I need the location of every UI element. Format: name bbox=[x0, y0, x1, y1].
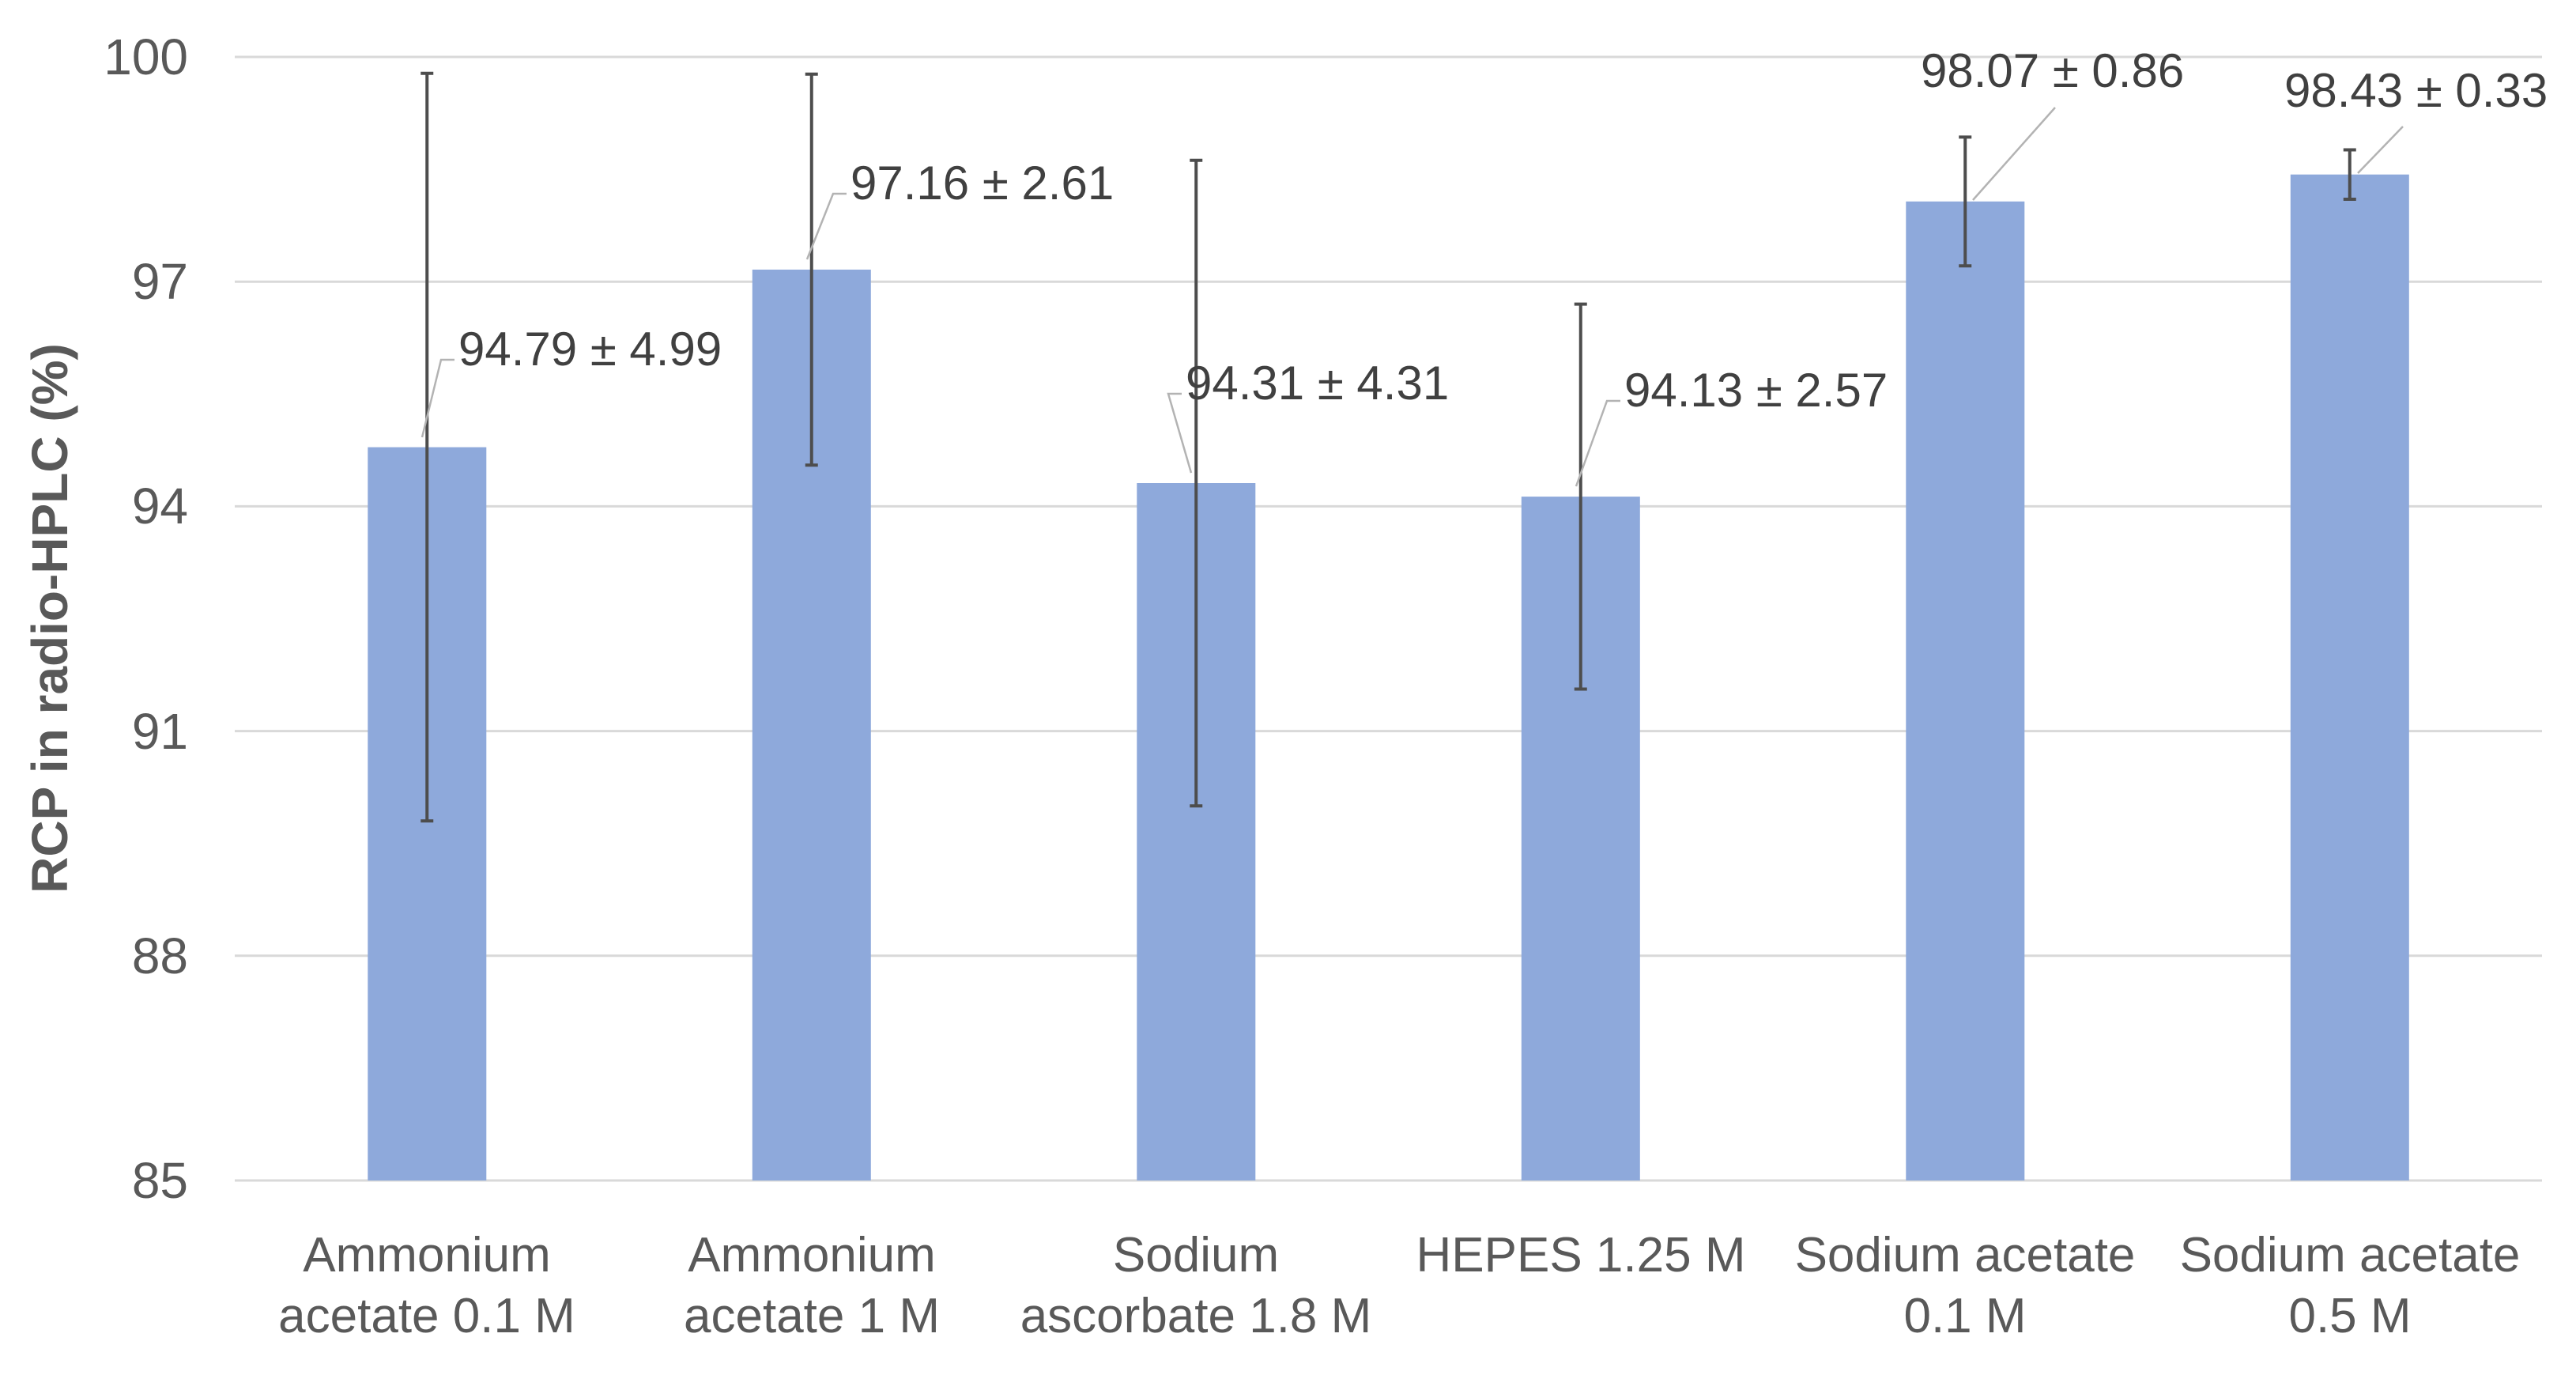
data-label-3: 94.13 ± 2.57 bbox=[1624, 364, 1888, 417]
x-category-label-2: Sodium ascorbate 1.8 M bbox=[998, 1225, 1394, 1347]
y-tick-label-94: 94 bbox=[131, 478, 188, 535]
leader-line-4 bbox=[1972, 107, 2056, 201]
x-category-label-1-line2: acetate 1 M bbox=[684, 1289, 940, 1343]
x-category-label-4-line2: 0.1 M bbox=[1903, 1289, 2027, 1343]
data-label-5: 98.43 ± 0.33 bbox=[2284, 64, 2548, 117]
x-category-label-1-line1: Ammonium bbox=[688, 1228, 936, 1282]
y-axis-title: RCP in radio-HPLC (%) bbox=[21, 343, 78, 893]
data-label-2: 94.31 ± 4.31 bbox=[1186, 357, 1450, 410]
leader-line-3 bbox=[1575, 399, 1620, 487]
x-category-label-4-line1: Sodium acetate bbox=[1794, 1228, 2136, 1282]
x-category-label-3-line1: HEPES 1.25 M bbox=[1416, 1228, 1746, 1282]
x-category-label-3: HEPES 1.25 M bbox=[1383, 1225, 1778, 1286]
y-tick-label-91: 91 bbox=[131, 703, 188, 760]
leader-line-0 bbox=[421, 358, 454, 438]
leader-line-5 bbox=[2357, 126, 2404, 174]
x-category-label-5-line1: Sodium acetate bbox=[2179, 1228, 2521, 1282]
x-category-label-0-line2: acetate 0.1 M bbox=[278, 1289, 575, 1343]
bar-5 bbox=[2290, 174, 2409, 1181]
x-category-label-5-line2: 0.5 M bbox=[2288, 1289, 2412, 1343]
x-category-label-0: Ammonium acetate 0.1 M bbox=[229, 1225, 624, 1347]
y-tick-label-85: 85 bbox=[131, 1152, 188, 1209]
leader-line-2 bbox=[1167, 392, 1193, 474]
x-category-label-4: Sodium acetate 0.1 M bbox=[1767, 1225, 2163, 1347]
data-label-4: 98.07 ± 0.86 bbox=[1921, 44, 2185, 97]
data-label-1: 97.16 ± 2.61 bbox=[850, 157, 1115, 210]
y-tick-label-88: 88 bbox=[131, 927, 188, 984]
bar-4 bbox=[1906, 201, 2025, 1180]
y-tick-label-97: 97 bbox=[131, 253, 188, 310]
leader-line-1 bbox=[805, 192, 847, 260]
x-category-label-1: Ammonium acetate 1 M bbox=[614, 1225, 1009, 1347]
data-label-0: 94.79 ± 4.99 bbox=[458, 323, 722, 376]
y-tick-label-100: 100 bbox=[104, 28, 188, 85]
x-category-label-5: Sodium acetate 0.5 M bbox=[2152, 1225, 2548, 1347]
x-category-label-0-line1: Ammonium bbox=[303, 1228, 551, 1282]
x-category-label-2-line1: Sodium bbox=[1112, 1228, 1280, 1282]
x-category-label-2-line2: ascorbate 1.8 M bbox=[1020, 1289, 1372, 1343]
